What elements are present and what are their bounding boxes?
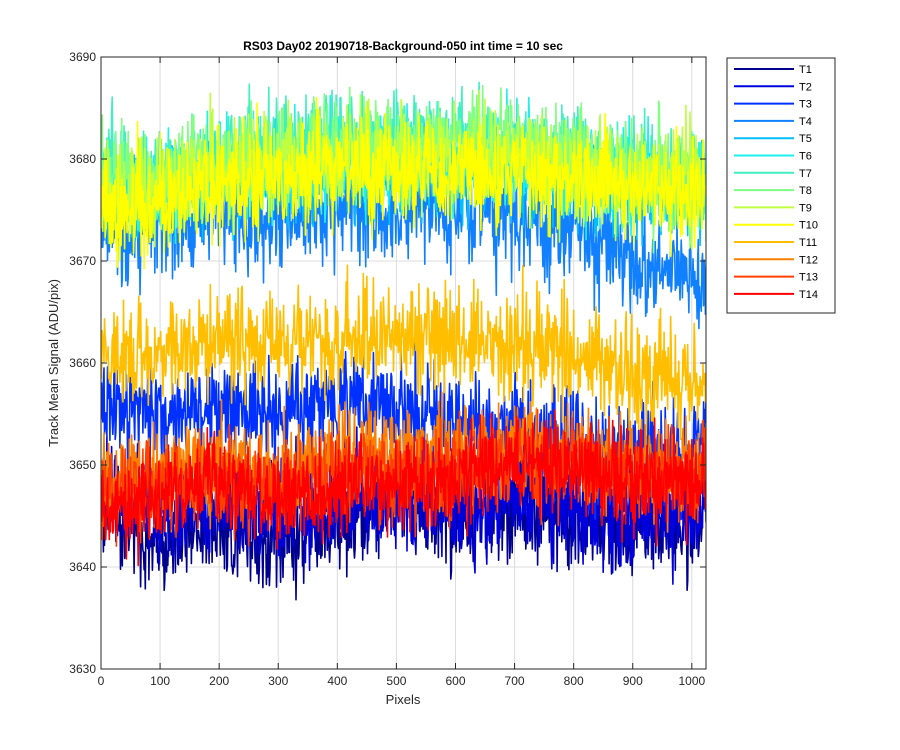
legend-box (726, 57, 836, 314)
legend-label-t11: T11 (799, 237, 817, 249)
legend-label-t4: T4 (799, 116, 812, 128)
x-tick-label: 100 (150, 674, 170, 688)
x-tick-label: 400 (327, 674, 347, 688)
legend-label-t1: T1 (799, 64, 812, 76)
series-layer (101, 81, 706, 601)
y-tick-label: 3680 (69, 152, 96, 166)
y-axis-label: Track Mean Signal (ADU/pix) (46, 279, 61, 447)
legend-label-t10: T10 (799, 220, 818, 232)
x-tick-label: 900 (623, 674, 643, 688)
legend-label-t5: T5 (799, 133, 812, 145)
x-tick-label: 700 (505, 674, 525, 688)
series-line-t14 (101, 409, 706, 567)
legend-label-t2: T2 (799, 81, 812, 93)
chart-title: RS03 Day02 20190718-Background-050 int t… (243, 39, 563, 53)
series-line-t11 (101, 264, 706, 441)
x-axis-ticks: 0 100 200 300 400 500 600 700 800 900 1000 (98, 57, 705, 688)
legend-label-t12: T12 (799, 254, 818, 266)
x-tick-label: 0 (98, 674, 105, 688)
legend-label-t8: T8 (799, 185, 812, 197)
legend-label-t7: T7 (799, 168, 812, 180)
legend-label-t3: T3 (799, 99, 812, 111)
y-tick-label: 3640 (69, 560, 96, 574)
series-line-t10 (101, 97, 706, 270)
legend-label-t9: T9 (799, 202, 812, 214)
x-tick-label: 1000 (678, 674, 705, 688)
legend: T1 T2 T3 T4 T5 T6 T7 T8 T9 T10 T11 T12 T13 T14 (726, 57, 836, 314)
x-tick-label: 500 (386, 674, 406, 688)
x-tick-label: 300 (268, 674, 288, 688)
legend-label-t14: T14 (799, 289, 818, 301)
x-tick-label: 200 (209, 674, 229, 688)
y-tick-label: 3650 (69, 458, 96, 472)
x-tick-label: 600 (445, 674, 465, 688)
y-tick-label: 3660 (69, 356, 96, 370)
legend-label-t13: T13 (799, 272, 818, 284)
y-tick-label: 3630 (69, 662, 96, 676)
y-tick-label: 3690 (69, 50, 96, 64)
legend-label-t6: T6 (799, 151, 812, 163)
x-axis-label: Pixels (386, 692, 421, 707)
y-tick-label: 3670 (69, 254, 96, 268)
y-axis-ticks: 3630 3640 3650 3660 3670 3680 3690 (69, 50, 706, 676)
x-tick-label: 800 (564, 674, 584, 688)
